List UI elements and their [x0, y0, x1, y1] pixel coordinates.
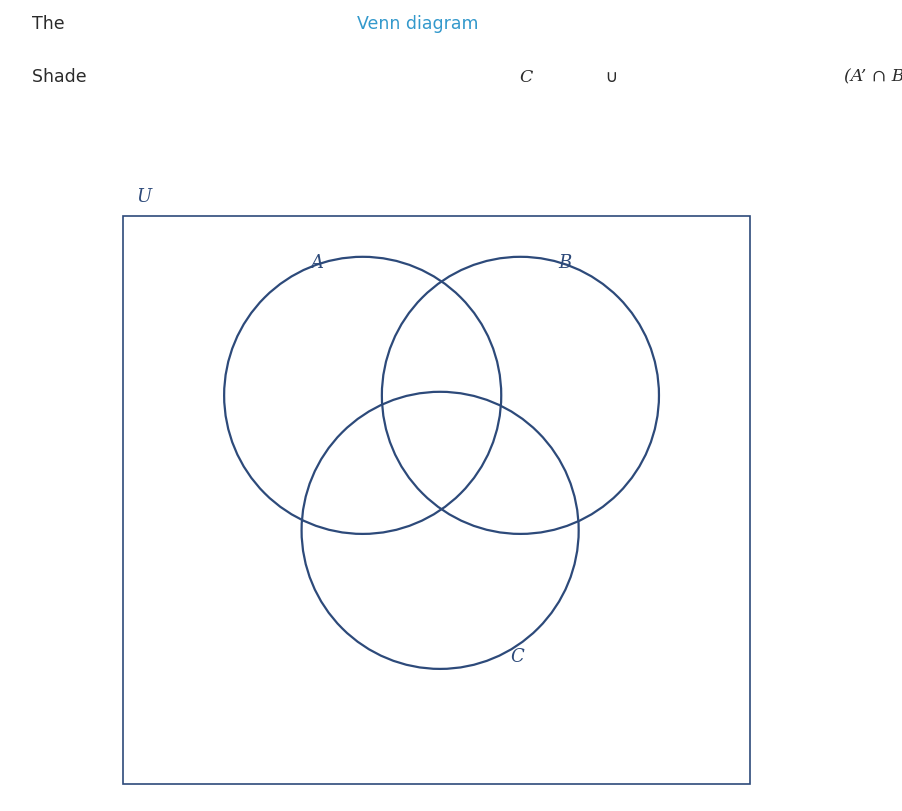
Text: C: C — [510, 647, 523, 665]
Text: ∪: ∪ — [600, 68, 623, 86]
Text: B: B — [557, 254, 570, 272]
Text: U: U — [136, 187, 151, 206]
Text: Venn diagram: Venn diagram — [356, 15, 478, 33]
Text: (A’ ∩ B’): (A’ ∩ B’) — [843, 69, 902, 85]
Bar — [123, 217, 749, 784]
Text: A: A — [309, 254, 323, 272]
Text: Shade: Shade — [32, 68, 92, 86]
Text: The: The — [32, 15, 69, 33]
Text: C: C — [519, 69, 532, 85]
